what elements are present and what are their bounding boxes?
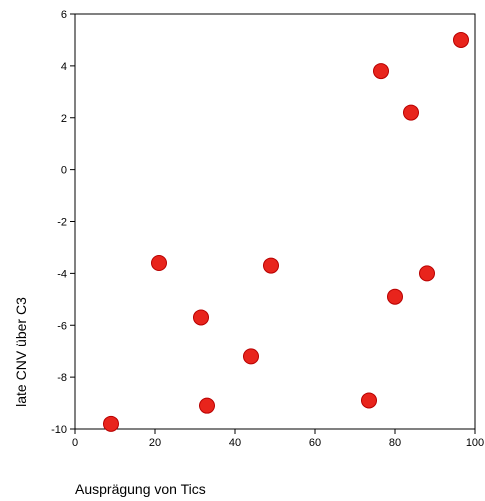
y-tick-label: -6 (57, 320, 67, 332)
y-tick-label: -2 (57, 217, 67, 229)
data-points (103, 31, 469, 432)
data-point (103, 415, 119, 432)
data-point (419, 265, 435, 282)
x-tick-label: 80 (389, 437, 401, 449)
data-point (361, 392, 377, 409)
y-axis-ticks: -10 -8 -6 -4 -2 0 2 4 6 (51, 9, 75, 436)
y-tick-label: 2 (61, 113, 67, 125)
y-tick-label: -10 (51, 424, 67, 436)
y-axis-title: late CNV über C3 (13, 297, 29, 407)
plot-frame (74, 13, 476, 430)
data-point (453, 31, 469, 48)
data-point (263, 257, 279, 274)
data-point (193, 309, 209, 326)
data-point (151, 255, 167, 271)
x-tick-label: 0 (72, 437, 78, 449)
x-tick-label: 60 (309, 437, 321, 449)
data-point (387, 288, 403, 305)
y-tick-label: -4 (57, 268, 67, 280)
data-point (243, 348, 259, 365)
data-point (373, 63, 389, 80)
x-tick-label: 40 (229, 437, 241, 449)
data-point (403, 104, 419, 121)
y-tick-label: -8 (57, 372, 67, 384)
y-tick-label: 0 (61, 165, 67, 177)
x-tick-label: 100 (466, 437, 484, 449)
y-tick-label: 6 (61, 9, 67, 21)
x-tick-label: 20 (149, 437, 161, 449)
y-tick-label: 4 (61, 61, 67, 73)
data-point (199, 397, 215, 414)
x-axis-ticks: 0 20 40 60 80 100 (72, 429, 484, 449)
x-axis-title: Ausprägung von Tics (75, 481, 206, 497)
